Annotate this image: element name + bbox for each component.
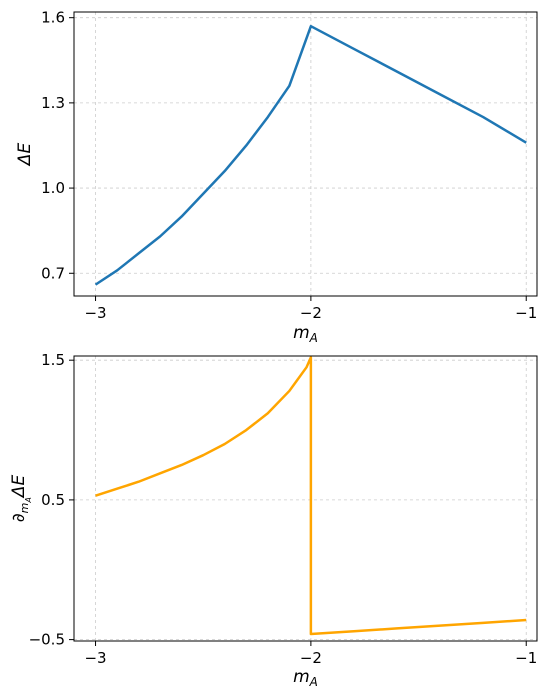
x-tick-label: −2 [300,304,322,322]
y-tick-label: 1.3 [41,94,65,112]
y-tick-label: 1.0 [41,179,65,197]
y-axis-label: ΔE [15,143,35,168]
plot-frame [73,355,538,642]
series-line [95,356,527,636]
chart-panel-bottom: −3 −2 −1 −0.5 0.5 1.5 mA ∂mAΔE [9,351,538,689]
y-axis-label: ∂mAΔE [9,475,33,523]
series-line [94,24,527,286]
y-tick-label: −0.5 [29,631,65,649]
y-tick-label: 0.5 [41,491,65,509]
x-tick-label: −2 [300,649,322,667]
y-tick-label: 0.7 [41,264,65,282]
x-tick-label: −3 [84,304,106,322]
y-tick-label: 1.5 [41,351,65,369]
x-tick-label: −1 [515,649,537,667]
x-tick-label: −3 [84,649,106,667]
x-tick-label: −1 [515,304,537,322]
plot-frame [73,11,538,297]
chart-panel-top: −3 −2 −1 0.7 1.0 1.3 1.6 mA ΔE [15,9,538,345]
x-axis-label: mA [293,667,318,689]
x-axis-label: mA [293,323,318,345]
y-tick-label: 1.6 [41,9,65,27]
